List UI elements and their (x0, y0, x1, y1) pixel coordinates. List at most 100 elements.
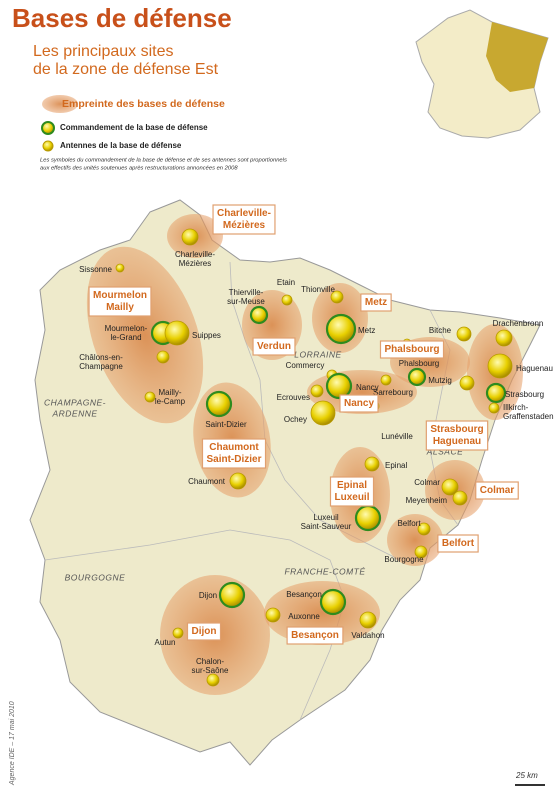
base-box-bg (339, 394, 379, 413)
base-box-bg (437, 534, 479, 553)
base-box-bg (425, 420, 489, 451)
base-box-bg (475, 481, 519, 500)
base-box-bg (212, 204, 276, 235)
region-label: FRANCHE-COMTÉ (284, 566, 365, 576)
base-box: Dijon (186, 622, 222, 641)
base-label: Charleville- (217, 208, 271, 219)
base-label: Dijon (192, 626, 217, 637)
base-label: Strasbourg (430, 424, 483, 435)
legend-label: Antennes de la base de défense (60, 141, 182, 150)
site-label: Epinal (385, 461, 407, 470)
base-box: Charleville-Mézières (212, 204, 276, 235)
base-box: Besançon (286, 626, 344, 645)
legend-note: Les symboles du commandement de la base … (40, 158, 287, 164)
base-box: Metz (360, 293, 392, 312)
antenna-site (459, 375, 475, 391)
legend-command (41, 121, 55, 135)
zone-inset (486, 22, 548, 92)
antenna-site (172, 627, 184, 639)
antenna-site (452, 490, 468, 506)
base-box-bg (329, 476, 375, 507)
antenna-site (310, 400, 336, 426)
site-label: Strasbourg (505, 390, 544, 399)
site-label: Haguenau (516, 364, 553, 373)
base-box-bg (88, 286, 152, 317)
site-label: Valdahon (351, 631, 384, 640)
site-label: Drachenbronn (493, 319, 544, 328)
base-box-bg (286, 626, 344, 645)
region-label: LORRAINE (294, 349, 341, 359)
antenna-site (164, 320, 190, 346)
base-label: Mézières (223, 220, 266, 231)
site-label: Châlons-en- (79, 353, 123, 362)
title: Bases de défense (12, 3, 232, 33)
site-label: Colmar (414, 478, 440, 487)
region-label: BOURGOGNE (65, 572, 126, 582)
base-box: Belfort (437, 534, 479, 553)
command-site (354, 504, 382, 532)
command-site (249, 305, 269, 325)
command-site (319, 588, 347, 616)
site-label: Ecrouves (277, 393, 310, 402)
antenna-site (144, 391, 156, 403)
antenna-site (206, 673, 220, 687)
base-box-bg (379, 340, 445, 359)
antenna-site (330, 290, 344, 304)
site-label: Meyenheim (406, 496, 448, 505)
antenna-site (265, 607, 281, 623)
antenna-site (181, 228, 199, 246)
site-label: Dijon (199, 591, 217, 600)
site-label: Mézières (179, 259, 211, 268)
base-label: Metz (365, 297, 387, 308)
site-label: Champagne (79, 362, 123, 371)
site-label: Charleville- (175, 250, 215, 259)
site-label: Saint-Sauveur (301, 522, 352, 531)
site-label: le-Grand (110, 333, 141, 342)
base-box-bg (252, 337, 296, 356)
base-label: Belfort (442, 538, 475, 549)
base-box: Nancy (339, 394, 379, 413)
base-label: Besançon (291, 630, 339, 641)
scale-label: 25 km (515, 771, 538, 780)
command-site (205, 390, 233, 418)
antenna-site (156, 350, 170, 364)
base-label: Phalsbourg (384, 344, 439, 355)
site-label: Chalon- (196, 657, 224, 666)
base-label: Chaumont (209, 442, 259, 453)
site-label: Autun (155, 638, 176, 647)
antenna-site (380, 374, 392, 386)
base-label: Mailly (106, 302, 134, 313)
base-box: Verdun (252, 337, 296, 356)
base-label: Mourmelon (93, 290, 147, 301)
site-label: Saint-Dizier (205, 420, 247, 429)
site-label: Commercy (286, 361, 325, 370)
antenna-site (414, 545, 428, 559)
antenna-site (495, 329, 513, 347)
site-label: Nancy (356, 383, 379, 392)
site-label: Sissonne (79, 265, 112, 274)
antenna-site (487, 353, 513, 379)
site-label: Chaumont (188, 477, 226, 486)
antenna-site (364, 456, 380, 472)
site-label: Sarrebourg (373, 388, 413, 397)
command-site (218, 581, 246, 609)
base-box-bg (201, 438, 267, 469)
antenna-site (115, 263, 125, 273)
legend-label: Empreinte des bases de défense (62, 98, 225, 110)
site-label: Thierville- (229, 288, 264, 297)
site-label: Metz (358, 326, 375, 335)
site-label: Etain (277, 278, 295, 287)
base-box: Phalsbourg (379, 340, 445, 359)
base-box-bg (186, 622, 222, 641)
base-label: Haguenau (433, 436, 481, 447)
antenna-site (281, 294, 293, 306)
region-label: ARDENNE (51, 408, 97, 418)
command-site (485, 382, 507, 404)
site-label: Luxeuil (313, 513, 339, 522)
antenna-site (456, 326, 472, 342)
antenna-site (310, 384, 324, 398)
region-label: ALSACE (426, 446, 464, 456)
